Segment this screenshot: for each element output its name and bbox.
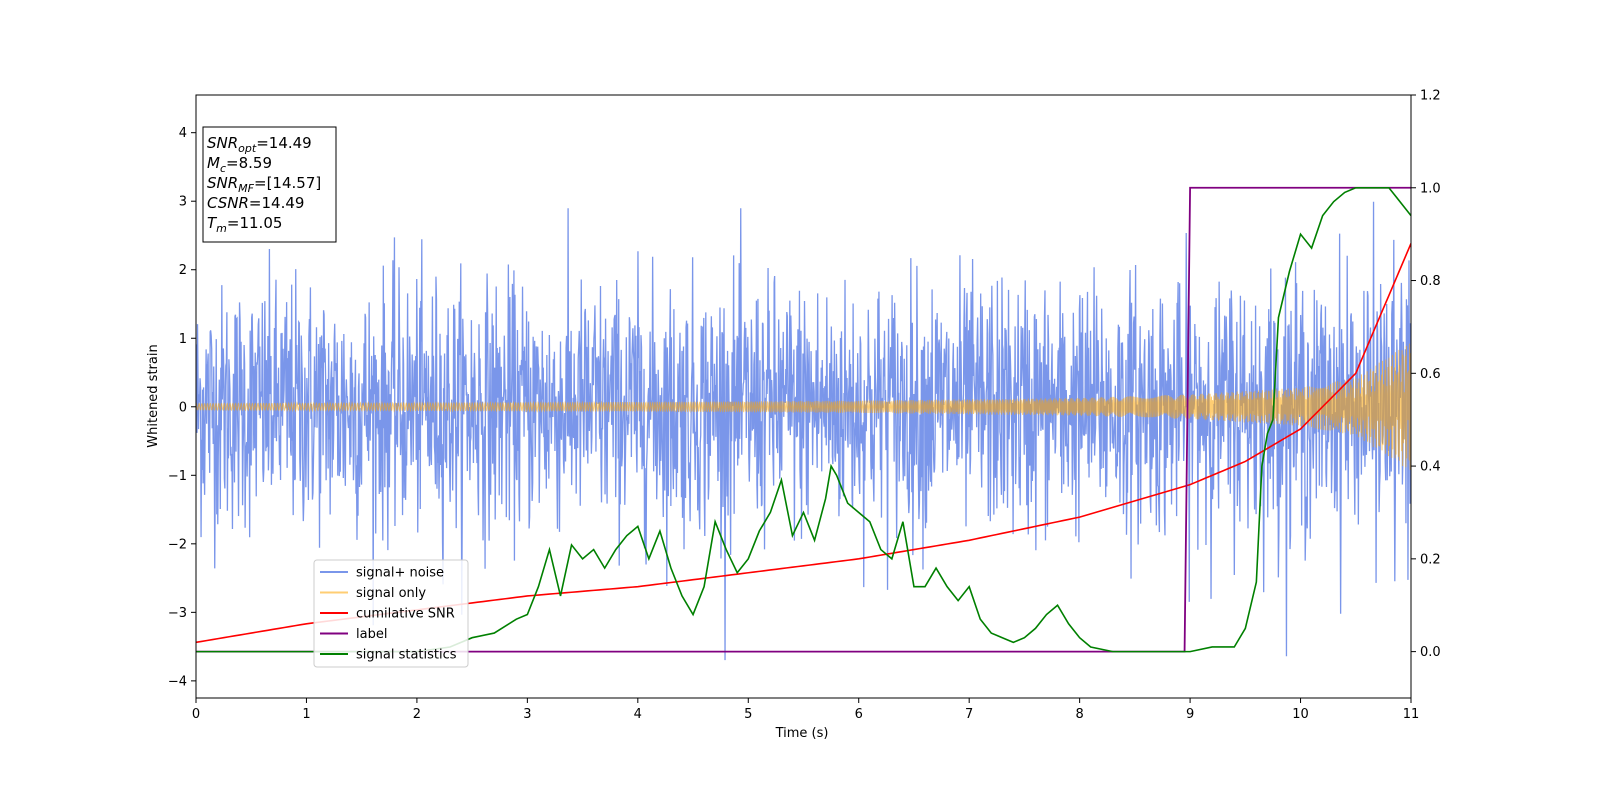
y2-tick-label: 0.4 (1420, 460, 1441, 475)
series-label-line (196, 186, 1411, 653)
y-tick-label: 3 (179, 195, 187, 210)
stats-annotation-line: Mc=8.59 (207, 154, 272, 175)
x-tick-label: 6 (855, 707, 863, 722)
legend: signal+ noise signal only cumilative SNR la… (313, 559, 469, 668)
stats-annotation-line: CSNR=14.49 (207, 194, 304, 212)
y-tick-label: 2 (179, 263, 187, 278)
y2-tick-label: 0.6 (1420, 367, 1441, 382)
x-tick-label: 4 (634, 707, 642, 722)
x-tick-label: 11 (1403, 707, 1420, 722)
legend-label: signal+ noise (356, 566, 444, 581)
series-signal-statistics-line (196, 186, 1411, 653)
x-tick-label: 8 (1075, 707, 1083, 722)
x-tick-label: 0 (192, 707, 200, 722)
axes: 0 1 2 3 4 5 6 7 8 9 10 11 −4 −3 −2 −1 0 1 2 3 4 0.0 0.2 0.4 0.6 0… (168, 89, 1441, 723)
legend-label: signal only (356, 586, 426, 601)
x-axis-label: Time (s) (775, 726, 829, 741)
legend-label: signal statistics (356, 648, 457, 663)
x-tick-label: 2 (413, 707, 421, 722)
x-tick-label: 1 (302, 707, 310, 722)
x-tick-label: 7 (965, 707, 973, 722)
y2-tick-label: 1.0 (1420, 181, 1441, 196)
y-tick-label: −3 (168, 606, 187, 621)
y2-tick-label: 0.8 (1420, 274, 1441, 289)
y-tick-label: −1 (168, 469, 187, 484)
x-tick-label: 5 (744, 707, 752, 722)
x-tick-label: 10 (1292, 707, 1309, 722)
y-tick-label: −2 (168, 537, 187, 552)
y-tick-label: 1 (179, 332, 187, 347)
x-tick-label: 3 (523, 707, 531, 722)
y-tick-label: 4 (179, 126, 187, 141)
stats-annotation-line: SNRMF=[14.57] (207, 174, 321, 195)
legend-label: cumilative SNR (356, 607, 455, 622)
y2-tick-label: 1.2 (1420, 89, 1441, 104)
series-signal-only-line (196, 343, 1411, 470)
legend-label: label (356, 627, 387, 642)
y-tick-label: 0 (179, 400, 187, 415)
y2-tick-label: 0.0 (1420, 645, 1441, 660)
stats-annotation-frame (202, 126, 337, 243)
legend-frame (313, 559, 469, 668)
y2-tick-label: 0.2 (1420, 552, 1441, 567)
x-tick-label: 9 (1186, 707, 1194, 722)
stats-annotation-line: Tm=11.05 (207, 214, 282, 235)
stats-annotation-line: SNRopt=14.49 (207, 134, 312, 155)
y-axis-label: Whitened strain (146, 344, 161, 447)
y-tick-label: −4 (168, 674, 187, 689)
plot-frame (195, 94, 1412, 699)
stats-annotation-box: SNRopt=14.49Mc=8.59SNRMF=[14.57]CSNR=14.… (202, 126, 337, 243)
